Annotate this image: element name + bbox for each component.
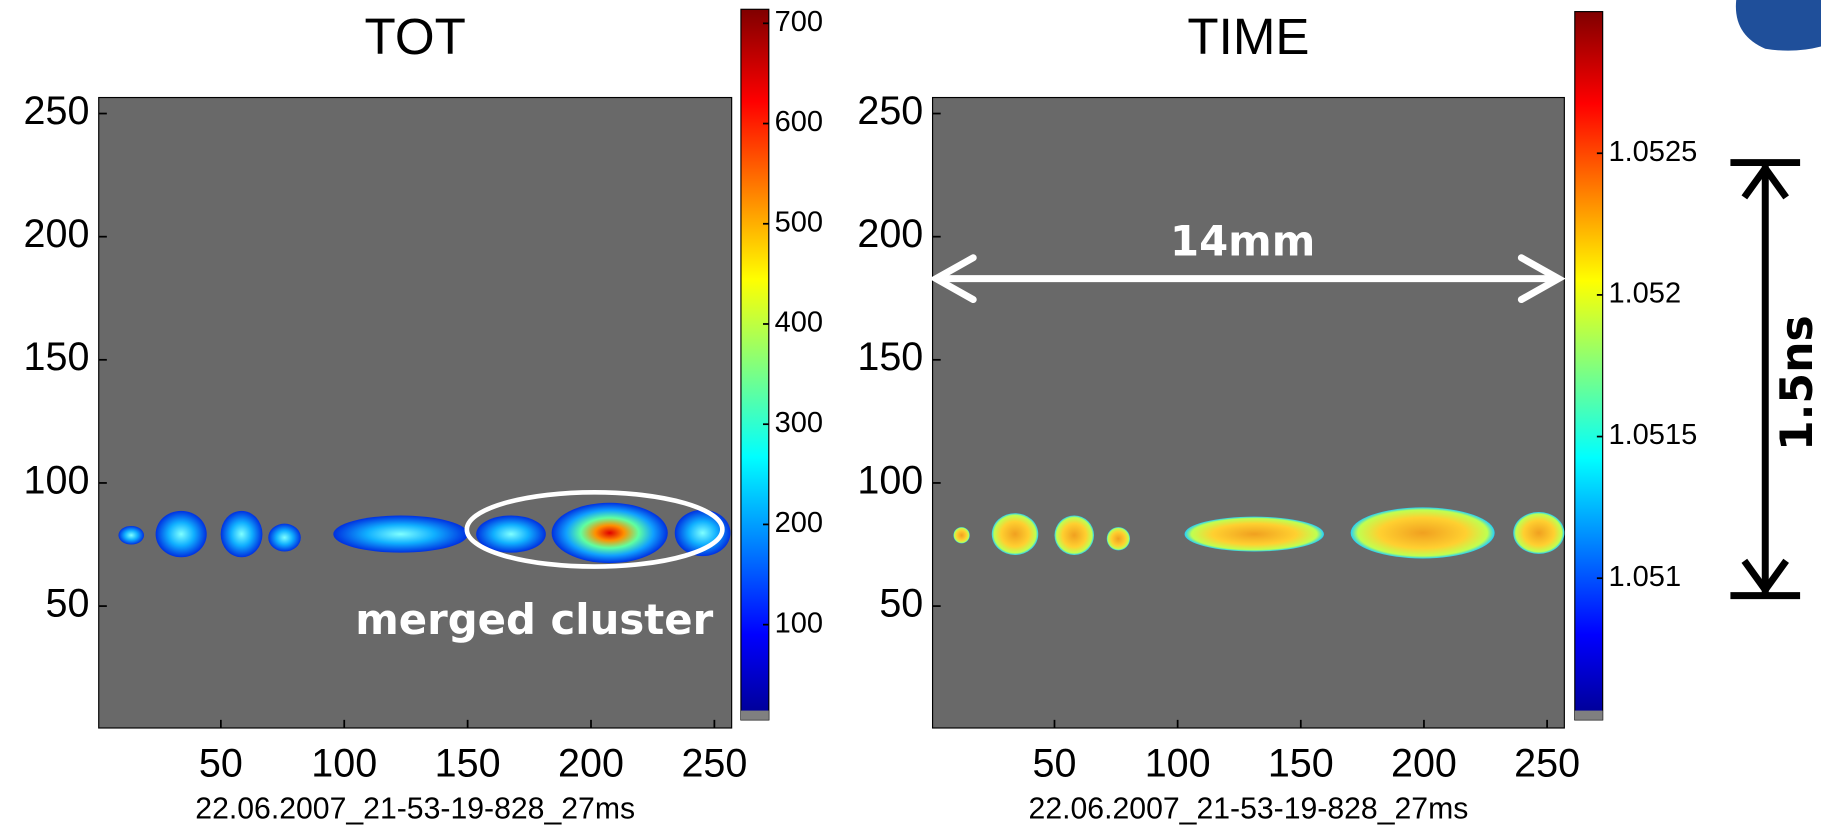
colorbar-tick-label: 1.051: [1608, 561, 1681, 593]
colorbar-tick-label: 400: [775, 307, 823, 339]
y-tick-label: 250: [857, 89, 923, 133]
colorbar: [740, 8, 770, 721]
colorbar-tick-label: 700: [775, 6, 823, 38]
colorbar-nan: [1574, 710, 1603, 720]
width-arrow: [928, 254, 1566, 304]
cluster-image: [118, 502, 1565, 564]
x-axis-label: 22.06.2007_21-53-19-828_27ms: [195, 792, 635, 825]
colorbar-tick-label: 1.0515: [1608, 419, 1697, 451]
x-tick-label: 150: [435, 742, 501, 786]
x-tick-label: 200: [558, 742, 624, 786]
colorbar-tick-label: 1.0525: [1608, 136, 1697, 168]
y-tick-label: 150: [24, 335, 90, 379]
y-tick-label: 100: [24, 458, 90, 502]
y-tick-label: 100: [857, 458, 923, 502]
x-tick-label: 50: [199, 742, 243, 786]
x-tick-label: 250: [1514, 742, 1580, 786]
y-tick-label: 50: [879, 582, 923, 626]
colorbar-tick-label: 100: [775, 607, 823, 639]
x-tick-label: 100: [1145, 742, 1211, 786]
y-tick-label: 200: [24, 212, 90, 256]
x-tick-label: 50: [1033, 742, 1077, 786]
y-tick-label: 250: [24, 89, 90, 133]
time-arrow: [1730, 159, 1801, 600]
x-tick-label: 200: [1391, 742, 1457, 786]
x-tick-label: 100: [311, 742, 377, 786]
annotation: 1.5ns: [1772, 315, 1821, 451]
y-tick-label: 150: [857, 335, 923, 379]
plot-area: [98, 96, 733, 729]
colorbar: [1574, 11, 1604, 721]
colorbar-tick-label: 600: [775, 106, 823, 138]
x-axis-label: 22.06.2007_21-53-19-828_27ms: [1029, 792, 1469, 825]
annotation: merged cluster: [355, 595, 713, 644]
colorbar-tick-label: 300: [775, 407, 823, 439]
colorbar-tick-label: 500: [775, 206, 823, 238]
annotation: 14mm: [1170, 216, 1315, 265]
y-tick-label: 50: [46, 582, 90, 626]
colorbar-nan: [740, 710, 769, 720]
chart-title: TOT: [365, 8, 466, 65]
colorbar-tick-label: 200: [775, 507, 823, 539]
cluster-outline: [464, 489, 725, 569]
x-tick-label: 150: [1268, 742, 1334, 786]
x-tick-label: 250: [681, 742, 747, 786]
colorbar-tick-label: 1.052: [1608, 278, 1681, 310]
chart-title: TIME: [1187, 8, 1309, 65]
plot-area: [931, 96, 1565, 729]
y-tick-label: 200: [857, 212, 923, 256]
logo: [1735, 0, 1821, 51]
